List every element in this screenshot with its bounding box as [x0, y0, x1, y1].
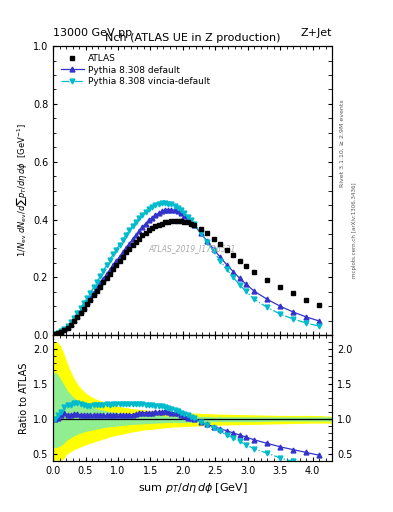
Text: ATLAS_2019_I1736531: ATLAS_2019_I1736531: [149, 244, 236, 253]
Text: mcplots.cern.ch [arXiv:1306.3436]: mcplots.cern.ch [arXiv:1306.3436]: [352, 183, 357, 278]
Pythia 8.308 vincia-default: [179, 207, 184, 214]
Legend: ATLAS, Pythia 8.308 default, Pythia 8.308 vincia-default: ATLAS, Pythia 8.308 default, Pythia 8.30…: [57, 51, 214, 90]
Text: Z+Jet: Z+Jet: [301, 28, 332, 38]
Y-axis label: Ratio to ATLAS: Ratio to ATLAS: [18, 362, 29, 434]
Pythia 8.308 vincia-default: [291, 316, 296, 322]
Pythia 8.308 default: [192, 222, 196, 228]
Text: Rivet 3.1.10, ≥ 2.9M events: Rivet 3.1.10, ≥ 2.9M events: [340, 99, 345, 187]
ATLAS: [192, 222, 196, 228]
Line: Pythia 8.308 vincia-default: Pythia 8.308 vincia-default: [52, 201, 321, 336]
Pythia 8.308 vincia-default: [163, 200, 167, 206]
Line: ATLAS: ATLAS: [52, 218, 321, 336]
ATLAS: [231, 252, 235, 258]
Pythia 8.308 vincia-default: [98, 273, 103, 280]
Pythia 8.308 vincia-default: [192, 221, 196, 227]
Pythia 8.308 vincia-default: [94, 279, 99, 285]
Y-axis label: $1/N_\mathrm{ev}$ $dN_\mathrm{ev}/d\sum p_T/d\eta\,d\phi$  [GeV$^{-1}$]: $1/N_\mathrm{ev}$ $dN_\mathrm{ev}/d\sum …: [15, 124, 29, 258]
ATLAS: [317, 302, 321, 308]
Pythia 8.308 default: [94, 285, 99, 291]
Pythia 8.308 vincia-default: [231, 274, 235, 281]
Pythia 8.308 default: [166, 207, 171, 213]
ATLAS: [291, 290, 296, 296]
Pythia 8.308 default: [231, 268, 235, 274]
ATLAS: [98, 284, 103, 290]
ATLAS: [94, 288, 99, 294]
Pythia 8.308 default: [179, 210, 184, 217]
ATLAS: [179, 218, 184, 224]
Pythia 8.308 default: [52, 331, 57, 337]
Pythia 8.308 default: [98, 280, 103, 286]
Text: 13000 GeV pp: 13000 GeV pp: [53, 28, 132, 38]
ATLAS: [52, 331, 57, 337]
Line: Pythia 8.308 default: Pythia 8.308 default: [52, 207, 321, 336]
Pythia 8.308 default: [317, 318, 321, 324]
Title: Nch (ATLAS UE in Z production): Nch (ATLAS UE in Z production): [105, 33, 280, 42]
X-axis label: sum $p_T/d\eta\,d\phi$ [GeV]: sum $p_T/d\eta\,d\phi$ [GeV]: [138, 481, 248, 495]
Pythia 8.308 vincia-default: [317, 323, 321, 329]
ATLAS: [173, 218, 177, 224]
Pythia 8.308 default: [291, 309, 296, 315]
Pythia 8.308 vincia-default: [52, 331, 57, 337]
